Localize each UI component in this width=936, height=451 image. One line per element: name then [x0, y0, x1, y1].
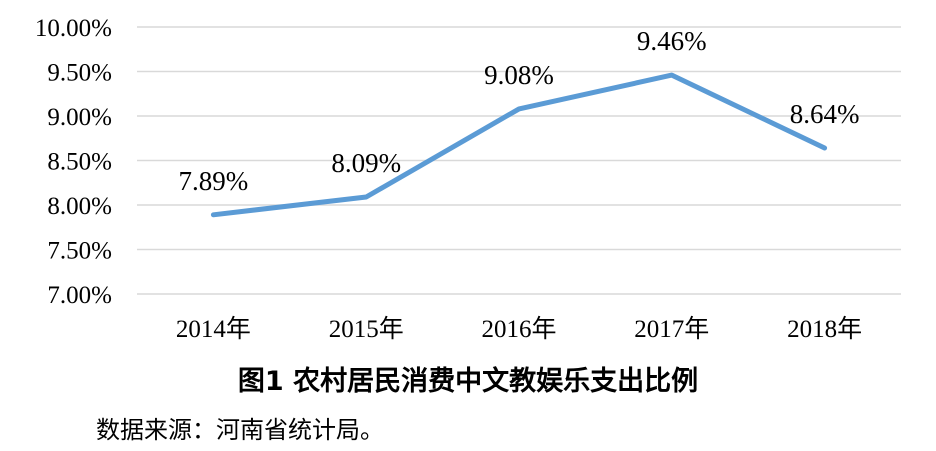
y-tick-label: 8.50%	[47, 149, 112, 176]
y-tick-label: 9.00%	[47, 104, 112, 131]
x-tick-label: 2016年	[481, 315, 556, 343]
data-label: 9.46%	[637, 26, 707, 56]
data-label: 8.09%	[331, 148, 401, 178]
x-tick-label: 2018年	[787, 315, 862, 343]
y-tick-label: 8.00%	[47, 193, 112, 220]
x-tick-label: 2014年	[176, 315, 251, 343]
x-axis-tick-labels: 2014年 2015年 2016年 2017年 2018年	[176, 315, 862, 343]
series-line	[210, 72, 828, 218]
x-tick-label: 2015年	[329, 315, 404, 343]
x-tick-label: 2017年	[634, 315, 709, 343]
y-axis-tick-labels: 7.00% 7.50% 8.00% 8.50% 9.00% 9.50% 10.00%	[35, 15, 112, 309]
line-chart: 7.00% 7.50% 8.00% 8.50% 9.00% 9.50% 10.00% 201…	[35, 15, 901, 343]
y-tick-label: 10.00%	[35, 15, 112, 42]
gridlines	[137, 26, 901, 295]
y-tick-label: 7.00%	[47, 282, 112, 309]
data-label: 7.89%	[179, 166, 249, 196]
chart-title: 图1 农村居民消费中文教娱乐支出比例	[237, 366, 699, 397]
data-label: 8.64%	[790, 99, 860, 129]
data-source-note: 数据来源：河南省统计局。	[96, 416, 384, 444]
y-tick-label: 9.50%	[47, 60, 112, 87]
data-label: 9.08%	[484, 60, 554, 90]
data-labels: 7.89% 8.09% 9.08% 9.46% 8.64%	[179, 26, 860, 196]
y-tick-label: 7.50%	[47, 238, 112, 265]
